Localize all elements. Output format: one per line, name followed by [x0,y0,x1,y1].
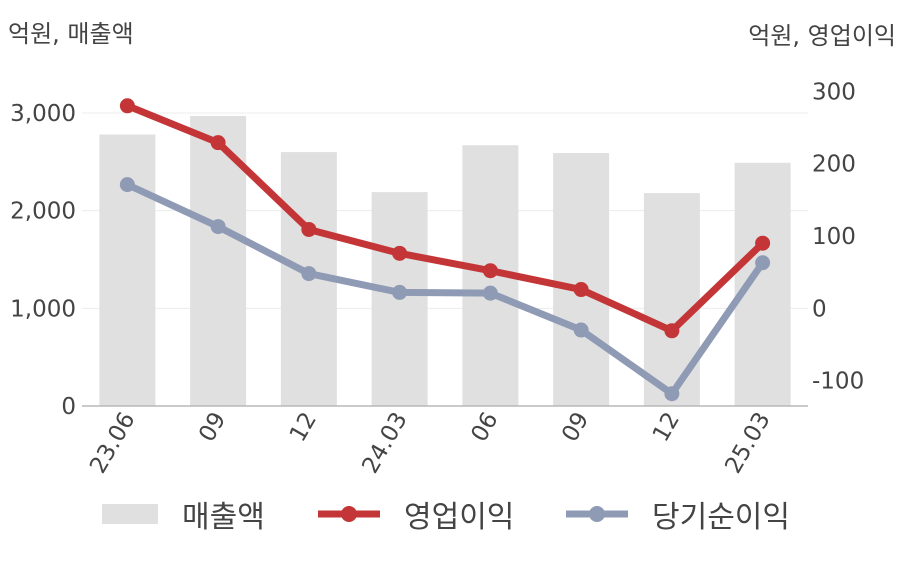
bar-revenue [734,162,791,406]
point-operating-profit [482,263,498,279]
x-tick-label: 23.06 [85,408,140,478]
left-axis-unit: 억원, 매출액 [8,20,134,48]
x-tick-label: 24.03 [357,408,412,478]
point-net-income [392,284,408,300]
x-tick-label: 25.03 [720,408,775,478]
point-net-income [482,285,498,301]
x-tick-label: 12 [648,408,685,446]
bar-revenue [99,134,156,406]
right-tick-label: 200 [812,152,856,178]
right-tick-label: 100 [812,224,856,250]
legend-item-revenue: 매출액 [102,492,265,536]
legend-label-net-income: 당기순이익 [652,500,790,535]
left-tick-label: 3,000 [10,101,76,127]
line-net-income [123,181,767,398]
legend-item-net-income: 당기순이익 [566,492,790,536]
legend-label-operating-profit: 영업이익 [404,500,515,535]
point-net-income [119,177,135,193]
left-tick-label: 0 [61,394,76,420]
right-axis-unit: 억원, 영업이익 [748,22,896,50]
left-tick-label: 1,000 [10,296,76,322]
legend-item-operating-profit: 영업이익 [318,492,514,536]
legend-swatch-operating-profit [318,506,380,522]
left-tick-label: 2,000 [10,199,76,225]
bar-revenue [643,193,700,406]
bar-revenue [553,153,610,406]
point-operating-profit [664,323,680,339]
right-tick-label: 300 [812,79,856,105]
legend-label-revenue: 매출액 [182,500,265,535]
legend-swatch-net-income [566,506,628,522]
right-tick-label: -100 [812,369,864,395]
point-operating-profit [301,221,317,237]
x-tick-label: 06 [466,408,503,446]
legend: 매출액 영업이익 당기순이익 [0,492,908,536]
x-tick-label: 09 [557,408,594,446]
x-tick-label: 12 [285,408,322,446]
point-net-income [755,255,771,271]
point-net-income [573,322,589,338]
legend-swatch-revenue [102,504,158,524]
chart: 0 1,000 2,000 3,000 -100 0 100 200 300 23.06 09 12 2… [10,79,864,478]
point-operating-profit [392,245,408,261]
point-operating-profit [573,282,589,298]
point-operating-profit [210,135,226,151]
x-tick-label: 09 [194,408,231,446]
point-operating-profit [755,235,771,251]
point-net-income [210,219,226,235]
line-operating-profit [123,102,767,335]
point-net-income [664,386,680,402]
point-operating-profit [119,98,135,114]
right-tick-label: 0 [812,296,827,322]
point-net-income [301,266,317,282]
